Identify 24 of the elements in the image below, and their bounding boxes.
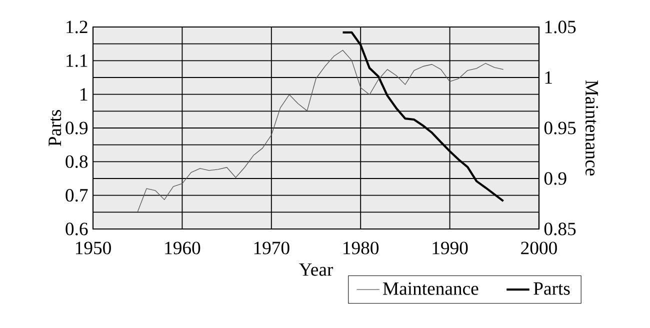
y2-tick-label: 0.95 [544, 122, 576, 134]
x-tick-label: 1960 [165, 242, 200, 254]
y-tick-label: 0.8 [66, 155, 88, 168]
y-tick-label: 1.2 [66, 20, 88, 34]
y2-tick-label: 0.85 [544, 222, 576, 236]
x-tick-label: 1970 [254, 242, 290, 254]
legend-label: Maintenance [383, 282, 478, 295]
line-series [137, 50, 504, 212]
x-tick-label: 1950 [76, 242, 111, 254]
x-tick-label: 1990 [432, 242, 468, 254]
y-tick-label: 0.7 [66, 188, 88, 202]
y-tick-label: 0.9 [66, 122, 88, 134]
x-tick-label: 2000 [521, 242, 557, 254]
x-axis-title: Year [299, 263, 334, 276]
y-tick-label: 0.6 [66, 222, 88, 236]
y-tick-label: 1.1 [66, 54, 88, 67]
y-tick-label: 1 [80, 88, 88, 100]
x-tick-label: 1980 [344, 242, 379, 254]
legend-label: Parts [534, 282, 570, 295]
y-axis-title: Parts [48, 110, 62, 146]
y2-tick-label: 1 [545, 71, 552, 84]
y2-axis-title: Maintenance [586, 80, 598, 176]
y2-tick-label: 1.05 [545, 20, 576, 34]
y2-tick-label: 0.9 [544, 172, 566, 185]
